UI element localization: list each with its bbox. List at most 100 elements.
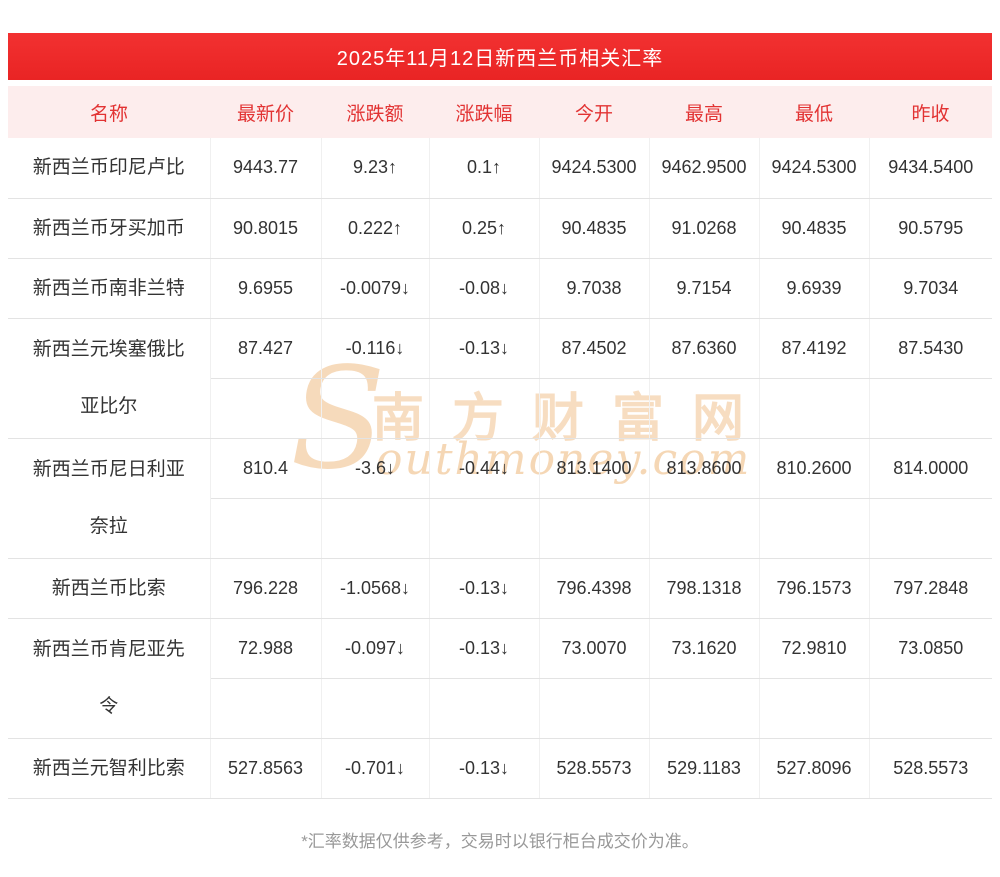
table-row-continuation <box>8 378 992 439</box>
column-header-high: 最高 <box>649 86 759 138</box>
currency-name: 新西兰元埃塞俄比 亚比尔 <box>8 318 211 439</box>
rates-tbody: 新西兰币印尼卢比 9443.77 9.23↑ 0.1↑ 9424.5300 9462.95… <box>8 138 992 799</box>
high-cell: 9462.9500 <box>649 138 760 199</box>
high-cell: 798.1318 <box>649 558 760 619</box>
currency-name: 新西兰币南非兰特 <box>8 258 211 319</box>
low-cell: 810.2600 <box>759 438 870 499</box>
prev-close-cell: 814.0000 <box>869 438 992 499</box>
empty-cell <box>869 498 992 559</box>
low-cell: 72.9810 <box>759 618 870 679</box>
latest-cell: 72.988 <box>210 618 322 679</box>
latest-cell: 9.6955 <box>210 258 322 319</box>
empty-cell <box>869 678 992 739</box>
currency-name: 新西兰币尼日利亚 奈拉 <box>8 438 211 559</box>
change-cell: 9.23↑ <box>321 138 430 199</box>
latest-cell: 796.228 <box>210 558 322 619</box>
empty-cell <box>539 498 650 559</box>
empty-cell <box>759 678 870 739</box>
empty-cell <box>539 678 650 739</box>
table-row-continuation <box>8 678 992 739</box>
high-cell: 87.6360 <box>649 318 760 379</box>
table-row: 新西兰元智利比索 527.8563 -0.701↓ -0.13↓ 528.5573 529… <box>8 738 992 799</box>
change-pct-cell: 0.1↑ <box>429 138 540 199</box>
high-cell: 813.8600 <box>649 438 760 499</box>
empty-cell <box>429 378 540 439</box>
column-header-low: 最低 <box>759 86 869 138</box>
currency-name: 新西兰币比索 <box>8 558 211 619</box>
change-pct-cell: -0.13↓ <box>429 738 540 799</box>
prev-close-cell: 9.7034 <box>869 258 992 319</box>
empty-cell <box>759 378 870 439</box>
empty-cell <box>539 378 650 439</box>
open-cell: 528.5573 <box>539 738 650 799</box>
change-cell: -3.6↓ <box>321 438 430 499</box>
table-row: 新西兰币比索 796.228 -1.0568↓ -0.13↓ 796.4398 798.1… <box>8 558 992 619</box>
column-header-prev-close: 昨收 <box>869 86 992 138</box>
empty-cell <box>321 498 430 559</box>
column-header-name: 名称 <box>8 86 210 138</box>
table-row: 新西兰币南非兰特 9.6955 -0.0079↓ -0.08↓ 9.7038 9.7154… <box>8 258 992 319</box>
open-cell: 87.4502 <box>539 318 650 379</box>
table-row: 新西兰币印尼卢比 9443.77 9.23↑ 0.1↑ 9424.5300 9462.95… <box>8 138 992 199</box>
low-cell: 9424.5300 <box>759 138 870 199</box>
high-cell: 9.7154 <box>649 258 760 319</box>
disclaimer: *汇率数据仅供参考，交易时以银行柜台成交价为准。 <box>301 831 699 851</box>
change-pct-cell: -0.13↓ <box>429 558 540 619</box>
table-row: 新西兰币尼日利亚 奈拉 810.4 -3.6↓ -0.44↓ 813.1400 813.8… <box>8 438 992 559</box>
low-cell: 9.6939 <box>759 258 870 319</box>
low-cell: 527.8096 <box>759 738 870 799</box>
change-cell: -1.0568↓ <box>321 558 430 619</box>
prev-close-cell: 87.5430 <box>869 318 992 379</box>
prev-close-cell: 73.0850 <box>869 618 992 679</box>
page-title: 2025年11月12日新西兰币相关汇率 <box>336 48 664 70</box>
latest-cell: 810.4 <box>210 438 322 499</box>
empty-cell <box>210 678 322 739</box>
column-header-change-pct: 涨跌幅 <box>429 86 539 138</box>
change-pct-cell: 0.25↑ <box>429 198 540 259</box>
change-pct-cell: -0.08↓ <box>429 258 540 319</box>
low-cell: 87.4192 <box>759 318 870 379</box>
low-cell: 90.4835 <box>759 198 870 259</box>
table-row: 新西兰币牙买加币 90.8015 0.222↑ 0.25↑ 90.4835 91.0268… <box>8 198 992 259</box>
empty-cell <box>869 378 992 439</box>
change-pct-cell: -0.44↓ <box>429 438 540 499</box>
column-header-change: 涨跌额 <box>321 86 429 138</box>
change-cell: 0.222↑ <box>321 198 430 259</box>
table-row-continuation <box>8 498 992 559</box>
prev-close-cell: 9434.5400 <box>869 138 992 199</box>
empty-cell <box>759 498 870 559</box>
prev-close-cell: 528.5573 <box>869 738 992 799</box>
low-cell: 796.1573 <box>759 558 870 619</box>
latest-cell: 9443.77 <box>210 138 322 199</box>
change-cell: -0.701↓ <box>321 738 430 799</box>
high-cell: 73.1620 <box>649 618 760 679</box>
latest-cell: 87.427 <box>210 318 322 379</box>
change-cell: -0.116↓ <box>321 318 430 379</box>
table-row: 新西兰元埃塞俄比 亚比尔 87.427 -0.116↓ -0.13↓ 87.4502 87… <box>8 318 992 439</box>
open-cell: 9.7038 <box>539 258 650 319</box>
change-cell: -0.0079↓ <box>321 258 430 319</box>
table-row: 新西兰币肯尼亚先 令 72.988 -0.097↓ -0.13↓ 73.0070 73.1… <box>8 618 992 739</box>
empty-cell <box>429 678 540 739</box>
column-header-open: 今开 <box>539 86 649 138</box>
open-cell: 813.1400 <box>539 438 650 499</box>
currency-name: 新西兰元智利比索 <box>8 738 211 799</box>
prev-close-cell: 797.2848 <box>869 558 992 619</box>
empty-cell <box>429 498 540 559</box>
table-header-row: 名称 最新价 涨跌额 涨跌幅 今开 最高 最低 昨收 <box>8 86 992 138</box>
rates-table: 名称 最新价 涨跌额 涨跌幅 今开 最高 最低 昨收 新西兰币印尼卢比 9443.77 9.23↑… <box>8 86 992 799</box>
open-cell: 73.0070 <box>539 618 650 679</box>
latest-cell: 527.8563 <box>210 738 322 799</box>
empty-cell <box>210 498 322 559</box>
page-title-banner: 2025年11月12日新西兰币相关汇率 <box>8 33 992 80</box>
column-header-latest: 最新价 <box>210 86 321 138</box>
high-cell: 91.0268 <box>649 198 760 259</box>
change-cell: -0.097↓ <box>321 618 430 679</box>
empty-cell <box>649 378 760 439</box>
open-cell: 90.4835 <box>539 198 650 259</box>
open-cell: 9424.5300 <box>539 138 650 199</box>
high-cell: 529.1183 <box>649 738 760 799</box>
page: 2025年11月12日新西兰币相关汇率 名称 最新价 涨跌额 涨跌幅 今开 最高 最低 昨收 … <box>8 33 992 851</box>
prev-close-cell: 90.5795 <box>869 198 992 259</box>
currency-name: 新西兰币牙买加币 <box>8 198 211 259</box>
